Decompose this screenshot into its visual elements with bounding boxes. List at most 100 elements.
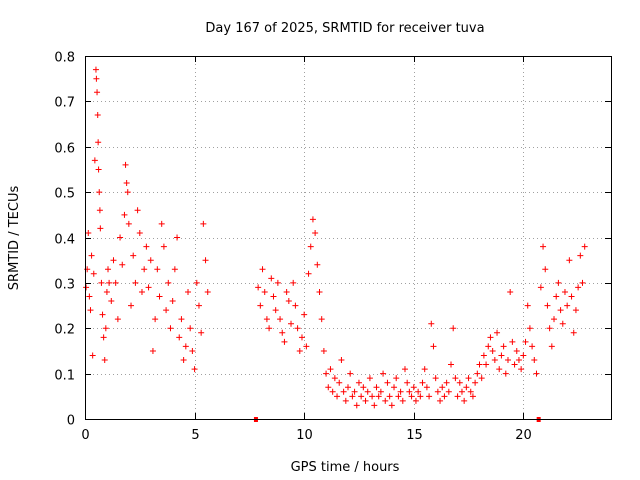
data-point: [360, 384, 367, 391]
data-point: [89, 352, 96, 359]
data-point: [327, 366, 334, 373]
data-point: [393, 375, 400, 382]
data-point: [452, 375, 459, 382]
data-point: [349, 393, 356, 400]
data-point: [511, 361, 518, 368]
data-point: [279, 329, 286, 336]
data-point: [472, 379, 479, 386]
data-point: [167, 325, 174, 332]
data-point: [202, 257, 209, 264]
data-point: [132, 279, 139, 286]
data-point: [340, 388, 347, 395]
data-point: [112, 279, 119, 286]
data-point: [331, 375, 338, 382]
data-point: [185, 288, 192, 295]
y-tick-label: 0.6: [54, 142, 75, 157]
y-tick-label: 0.1: [54, 369, 75, 384]
data-point: [314, 261, 321, 268]
data-point: [388, 402, 395, 409]
data-point: [305, 270, 312, 277]
data-point: [423, 384, 430, 391]
data-point: [366, 375, 373, 382]
data-point: [415, 388, 422, 395]
x-axis-label: GPS time / hours: [291, 460, 400, 475]
data-point: [445, 388, 452, 395]
data-point: [577, 252, 584, 259]
data-point: [410, 384, 417, 391]
data-point: [298, 334, 305, 341]
data-point: [566, 257, 573, 264]
data-point: [421, 366, 428, 373]
data-point: [143, 243, 150, 250]
data-point: [176, 334, 183, 341]
data-point: [391, 384, 398, 391]
data-point: [288, 320, 295, 327]
data-point: [439, 384, 446, 391]
data-point: [94, 111, 101, 118]
data-point: [553, 293, 560, 300]
data-point: [524, 302, 531, 309]
data-point: [171, 266, 178, 273]
data-point: [489, 347, 496, 354]
data-point: [274, 279, 281, 286]
data-point: [200, 220, 207, 227]
data-point: [561, 288, 568, 295]
x-tick-label: 0: [81, 428, 89, 443]
data-point: [92, 66, 99, 73]
data-point: [96, 189, 103, 196]
data-point: [193, 279, 200, 286]
data-point: [145, 284, 152, 291]
data-point: [430, 343, 437, 350]
y-tick-label: 0: [67, 414, 75, 429]
data-point: [281, 338, 288, 345]
data-point: [386, 393, 393, 400]
data-point: [478, 375, 485, 382]
data-point: [90, 270, 97, 277]
x-tick-label: 10: [296, 428, 313, 443]
data-point: [419, 379, 426, 386]
data-point: [152, 316, 159, 323]
data-point: [507, 288, 514, 295]
data-point: [105, 266, 112, 273]
y-tick-label: 0.4: [54, 233, 75, 248]
data-point: [285, 298, 292, 305]
data-point: [156, 293, 163, 300]
data-point: [114, 316, 121, 323]
data-point: [432, 375, 439, 382]
plot-frame: [85, 56, 612, 420]
data-point: [334, 393, 341, 400]
data-point: [261, 288, 268, 295]
data-point: [426, 393, 433, 400]
data-point: [397, 388, 404, 395]
data-point: [85, 229, 92, 236]
data-point: [342, 397, 349, 404]
data-point: [316, 288, 323, 295]
data-point: [303, 343, 310, 350]
data-point: [502, 370, 509, 377]
data-point: [529, 343, 536, 350]
data-point: [277, 316, 284, 323]
data-point: [395, 393, 402, 400]
data-point: [88, 252, 95, 259]
data-point: [412, 397, 419, 404]
data-point: [504, 357, 511, 364]
data-point: [474, 370, 481, 377]
data-point: [323, 370, 330, 377]
data-point: [480, 352, 487, 359]
data-point: [257, 302, 264, 309]
data-point: [542, 266, 549, 273]
data-point: [496, 366, 503, 373]
data-point: [498, 352, 505, 359]
data-point: [255, 284, 262, 291]
data-point: [97, 225, 104, 232]
data-point: [564, 302, 571, 309]
y-tick-label: 0.3: [54, 278, 75, 293]
data-point: [518, 366, 525, 373]
data-point: [178, 316, 185, 323]
data-point: [130, 252, 137, 259]
data-point: [463, 384, 470, 391]
data-point: [163, 307, 170, 314]
data-point: [121, 211, 128, 218]
data-point: [174, 234, 181, 241]
